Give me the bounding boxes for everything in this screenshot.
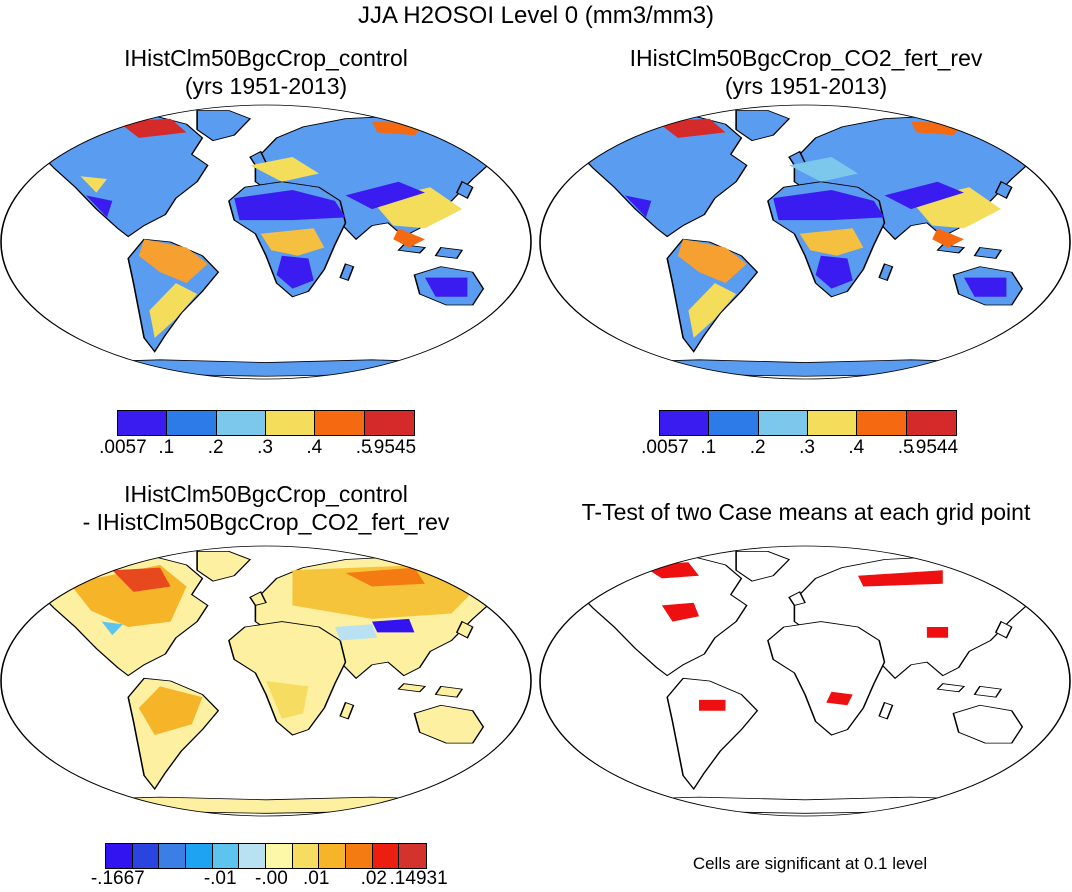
colorbar-control-swatch [265, 411, 316, 435]
panel-diff-title: IHistClm50BgcCrop_control - IHistClm50Bg… [16, 480, 516, 536]
colorbar-diff-tick-label: .02 [360, 868, 388, 889]
colorbar-control [117, 410, 415, 436]
colorbar-diff-swatch [319, 844, 346, 868]
colorbar-diff-swatch [399, 844, 426, 868]
map-ttest [539, 545, 1071, 817]
colorbar-diff-swatch [159, 844, 186, 868]
colorbar-control-tick-label: .2 [207, 437, 224, 458]
map-control [0, 104, 532, 380]
ttest-map-border [539, 545, 1071, 817]
colorbar-control-swatch [118, 411, 168, 435]
colorbar-diff-swatch [106, 844, 133, 868]
colorbar-fert-tick-label: .4 [848, 437, 865, 458]
colorbar-control-swatch [167, 411, 217, 435]
colorbar-fert-labels: .0057 .1 .2 .3 .4 .5.9544 [641, 437, 959, 461]
colorbar-fert-tick-label: .2 [749, 437, 766, 458]
colorbar-fert-tick-label: .3 [799, 437, 815, 458]
colorbar-diff-labels: -.1667 -.01 -.00 .01 .02.14931 [91, 868, 448, 892]
colorbar-diff-tick-label: -.1667 [90, 868, 145, 889]
colorbar-diff-swatch [345, 844, 373, 868]
colorbar-diff-swatch [265, 844, 293, 868]
colorbar-diff-tick-label: .14931 [389, 868, 448, 889]
colorbar-control-tick-label: .5 [355, 437, 372, 458]
panel-fert-title-line2: (yrs 1951-2013) [724, 73, 888, 99]
colorbar-diff-swatch [132, 844, 160, 868]
colorbar-fert-swatch [906, 411, 956, 435]
colorbar-control-swatch [364, 411, 414, 435]
map-diff [0, 545, 532, 817]
colorbar-diff [105, 843, 427, 869]
colorbar-fert-swatch [857, 411, 907, 435]
colorbar-fert-swatch [758, 411, 808, 435]
panel-fert-title: IHistClm50BgcCrop_CO2_fert_rev (yrs 1951… [556, 44, 1056, 100]
panel-fert-title-line1: IHistClm50BgcCrop_CO2_fert_rev [629, 45, 983, 71]
colorbar-control-swatch [315, 411, 365, 435]
colorbar-control-swatch [216, 411, 266, 435]
panel-control-title: IHistClm50BgcCrop_control (yrs 1951-2013… [16, 44, 516, 100]
colorbar-fert [659, 410, 957, 436]
colorbar-fert-tick-label: .0057 [641, 437, 689, 458]
control-map-border [0, 104, 532, 380]
panel-control-title-line2: (yrs 1951-2013) [184, 73, 348, 99]
colorbar-fert-swatch [660, 411, 710, 435]
colorbar-fert-swatch [807, 411, 858, 435]
colorbar-fert-swatch [709, 411, 759, 435]
panel-ttest-title: T-Test of two Case means at each grid po… [581, 499, 1031, 525]
panel-control-title-line1: IHistClm50BgcCrop_control [124, 45, 408, 71]
colorbar-control-tick-label: .1 [158, 437, 175, 458]
colorbar-diff-swatch [212, 844, 240, 868]
colorbar-diff-swatch [372, 844, 400, 868]
diff-map-border [0, 545, 532, 817]
colorbar-diff-tick-label: -.00 [255, 868, 288, 889]
colorbar-diff-swatch [292, 844, 320, 868]
colorbar-control-tick-label: .4 [306, 437, 323, 458]
colorbar-diff-tick-label: -.01 [203, 868, 237, 889]
panel-diff-title-line1: IHistClm50BgcCrop_control [124, 481, 408, 507]
colorbar-control-tick-label: .3 [257, 437, 273, 458]
colorbar-fert-tick-label: .9544 [910, 437, 959, 458]
colorbar-diff-tick-label: .01 [302, 868, 330, 889]
colorbar-control-tick-label: .9545 [368, 437, 417, 458]
colorbar-fert-tick-label: .5 [897, 437, 914, 458]
colorbar-control-labels: .0057 .1 .2 .3 .4 .5.9545 [99, 437, 417, 461]
significance-note: Cells are significant at 0.1 level [692, 854, 928, 873]
colorbar-diff-swatch [239, 844, 266, 868]
panel-diff-title-line2: - IHistClm50BgcCrop_CO2_fert_rev [82, 509, 450, 535]
fert-map-border [539, 104, 1071, 380]
figure-title: JJA H2OSOI Level 0 (mm3/mm3) [357, 2, 715, 29]
colorbar-fert-tick-label: .1 [700, 437, 717, 458]
colorbar-diff-swatch [185, 844, 213, 868]
map-fert [539, 104, 1071, 380]
colorbar-control-tick-label: .0057 [99, 437, 147, 458]
